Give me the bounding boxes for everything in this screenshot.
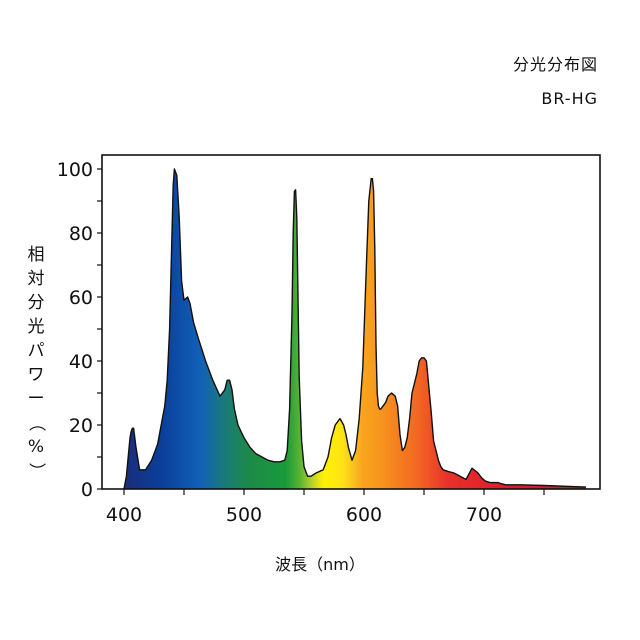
- x-tick-label: 600: [346, 504, 382, 526]
- x-tick-label: 500: [226, 504, 262, 526]
- spectrum-line: [123, 168, 587, 489]
- y-tick-label: 100: [57, 159, 93, 181]
- chart-title: 分光分布図: [512, 55, 598, 74]
- y-tick-label: 20: [69, 415, 93, 437]
- y-axis-label-char: ー: [27, 389, 45, 409]
- y-axis-label-char: 光: [27, 317, 45, 337]
- y-axis-label-char: 分: [27, 293, 45, 313]
- y-tick-label: 60: [69, 287, 93, 309]
- y-tick-label: 80: [69, 223, 93, 245]
- y-axis-label-char: （: [26, 414, 46, 432]
- y-axis-label-char: ）: [26, 462, 46, 480]
- x-tick-label: 700: [466, 504, 502, 526]
- plot-frame: [101, 154, 601, 490]
- y-axis-label-char: パ: [27, 341, 45, 361]
- y-tick-label: 40: [69, 351, 93, 373]
- y-axis-label: 相対分光パワー （% ）: [24, 243, 48, 483]
- chart-subtitle: BR-HG: [541, 89, 598, 108]
- y-tick-label: 0: [81, 479, 93, 501]
- y-axis-label-char: ワ: [27, 365, 45, 385]
- x-tick-label: 400: [106, 504, 142, 526]
- spectrum-area: [124, 169, 586, 489]
- y-axis-label-char: 相: [27, 245, 45, 265]
- y-axis-label-char: %: [27, 437, 45, 457]
- x-axis-label: 波長（nm）: [275, 555, 365, 574]
- y-axis-label-char: 対: [27, 269, 45, 289]
